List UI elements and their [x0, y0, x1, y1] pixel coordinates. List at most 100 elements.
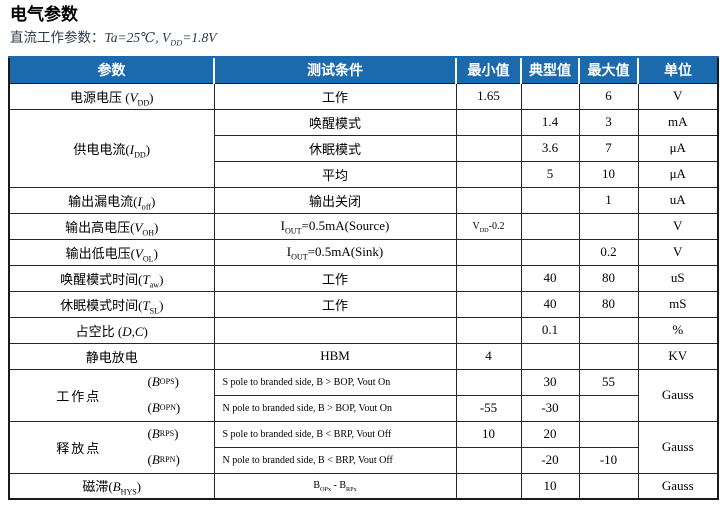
max-value-cell — [578, 472, 639, 500]
param-cell: 输出高电压(VOH) — [8, 212, 215, 240]
condition-cell: 输出关闭 — [213, 186, 457, 214]
condition-cell: S pole to branded side, B < BRP, Vout Of… — [213, 420, 457, 448]
typical-value-cell: 5 — [520, 160, 580, 188]
header-row: 参数 测试条件 最小值 典型值 最大值 单位 — [8, 56, 718, 84]
unit-cell: μA — [637, 134, 719, 162]
min-value-cell — [455, 472, 522, 500]
condition-cell: N pole to branded side, B < BRP, Vout Of… — [213, 446, 457, 474]
condition-cell: 工作 — [213, 82, 457, 110]
table-row: 唤醒模式时间(Taw) 工作 40 80 uS — [8, 264, 719, 292]
column-header-4: 最大值 — [578, 56, 638, 84]
param-cell: 输出漏电流(Ioff) — [8, 186, 215, 214]
param-symbol: (B RPN) — [147, 451, 180, 467]
min-value-cell: -55 — [455, 394, 522, 422]
typical-value-cell: 30 — [520, 368, 580, 396]
unit-cell: uA — [637, 186, 719, 214]
max-value-cell: 0.2 — [578, 238, 639, 266]
unit-cell: mA — [637, 108, 719, 136]
min-value-cell — [455, 238, 522, 266]
condition-cell: 工作 — [213, 290, 457, 318]
param-cell: 供电电流(IDD) — [8, 108, 215, 188]
unit-cell: Gauss — [637, 472, 719, 500]
table-row: 输出高电压(VOH) IOUT=0.5mA(Source) VDD-0.2 V — [8, 212, 719, 240]
typical-value-cell — [520, 238, 580, 266]
param-cell: 输出低电压(VOL) — [8, 238, 215, 266]
min-value-cell: 1.65 — [455, 82, 522, 110]
max-value-cell: 10 — [578, 160, 639, 188]
typical-value-cell — [520, 82, 580, 110]
typical-value-cell: 1.4 — [520, 108, 580, 136]
max-value-cell — [578, 420, 639, 448]
unit-cell: V — [637, 212, 719, 240]
table-row: N pole to branded side, B > BOP, Vout On… — [9, 394, 718, 422]
max-value-cell: 55 — [578, 368, 639, 396]
condition-cell — [213, 316, 457, 344]
table-row: 电源电压 (VDD) 工作 1.65 6 V — [8, 82, 719, 110]
condition-cell: IOUT=0.5mA(Sink) — [213, 238, 457, 266]
min-value-cell — [455, 290, 522, 318]
max-value-cell — [578, 394, 639, 422]
max-value-cell: 1 — [578, 186, 639, 214]
column-header-3: 典型值 — [520, 56, 579, 84]
max-value-cell — [578, 316, 639, 344]
param-symbol: (B OPN) — [147, 399, 181, 415]
typical-value-cell — [520, 212, 580, 240]
unit-cell: uS — [637, 264, 719, 292]
param-symbol: (B OPS) — [147, 374, 179, 390]
unit-cell: mS — [637, 290, 719, 318]
condition-cell: 唤醒模式 — [213, 108, 457, 136]
max-value-cell: 80 — [578, 264, 639, 292]
min-value-cell: VDD-0.2 — [455, 212, 522, 240]
min-value-cell — [455, 160, 522, 188]
table-body: 电源电压 (VDD) 工作 1.65 6 V 供电电流(IDD) 唤醒模式 1.4 3 mA 休眠模… — [8, 82, 719, 500]
param-group-name: 释放点 — [56, 440, 102, 456]
param-symbol: (B RPS) — [147, 426, 179, 442]
typical-value-cell: 40 — [520, 290, 580, 318]
param-cell: 占空比 (D,C) — [8, 316, 215, 344]
table-row: 占空比 (D,C) 0.1% — [8, 316, 719, 344]
column-header-1: 测试条件 — [213, 56, 456, 84]
table-row: 供电电流(IDD) 唤醒模式 1.4 3 mA — [8, 108, 719, 188]
table-row: 休眠模式时间(TSL) 工作 40 80 mS — [8, 290, 719, 318]
condition-cell: 平均 — [213, 160, 457, 188]
typical-value-cell: 3.6 — [520, 134, 580, 162]
table-row: 工作点 (B OPS) (B OPN) S pole to branded side, B… — [8, 368, 719, 422]
unit-cell: V — [637, 82, 719, 110]
min-value-cell — [455, 108, 522, 136]
column-header-5: 单位 — [637, 56, 718, 84]
table-row: 输出漏电流(Ioff) 输出关闭 1 uA — [8, 186, 719, 214]
param-cell: 释放点 (B RPS) (B RPN) — [8, 420, 215, 474]
max-value-cell: 3 — [578, 108, 639, 136]
typical-value-cell: -30 — [520, 394, 580, 422]
condition-cell: 休眠模式 — [213, 134, 457, 162]
min-value-cell: 4 — [455, 342, 522, 370]
subtitle-formula: Ta=25℃, VDD=1.8V — [104, 30, 217, 48]
typical-value-cell: 40 — [520, 264, 580, 292]
unit-cell: μA — [637, 160, 719, 188]
table-row: 平均 5 10 μA — [9, 160, 719, 188]
min-value-cell — [455, 134, 522, 162]
unit-cell: KV — [637, 342, 719, 370]
typical-value-cell — [520, 342, 580, 370]
min-value-cell — [455, 186, 522, 214]
table-row: 静电放电 HBM 4 KV — [8, 342, 719, 370]
unit-cell: % — [637, 316, 719, 344]
typical-value-cell: 20 — [520, 420, 580, 448]
max-value-cell: -10 — [578, 446, 639, 474]
subtitle-prefix: 直流工作参数： — [10, 30, 105, 45]
param-cell: 静电放电 — [8, 342, 215, 370]
condition-cell: S pole to branded side, B > BOP, Vout On — [213, 368, 457, 396]
unit-cell: V — [637, 238, 719, 266]
param-group-name: 工作点 — [56, 388, 102, 404]
table-row: 释放点 (B RPS) (B RPN) S pole to branded side, B… — [8, 420, 719, 474]
min-value-cell — [455, 446, 522, 474]
max-value-cell: 6 — [578, 82, 639, 110]
condition-cell: HBM — [213, 342, 457, 370]
param-cell: 休眠模式时间(TSL) — [8, 290, 215, 318]
typical-value-cell — [520, 186, 580, 214]
min-value-cell — [455, 264, 522, 292]
param-group-symbols: (B OPS) (B OPN) — [147, 370, 214, 420]
max-value-cell: 80 — [578, 290, 639, 318]
condition-cell: 工作 — [213, 264, 457, 292]
